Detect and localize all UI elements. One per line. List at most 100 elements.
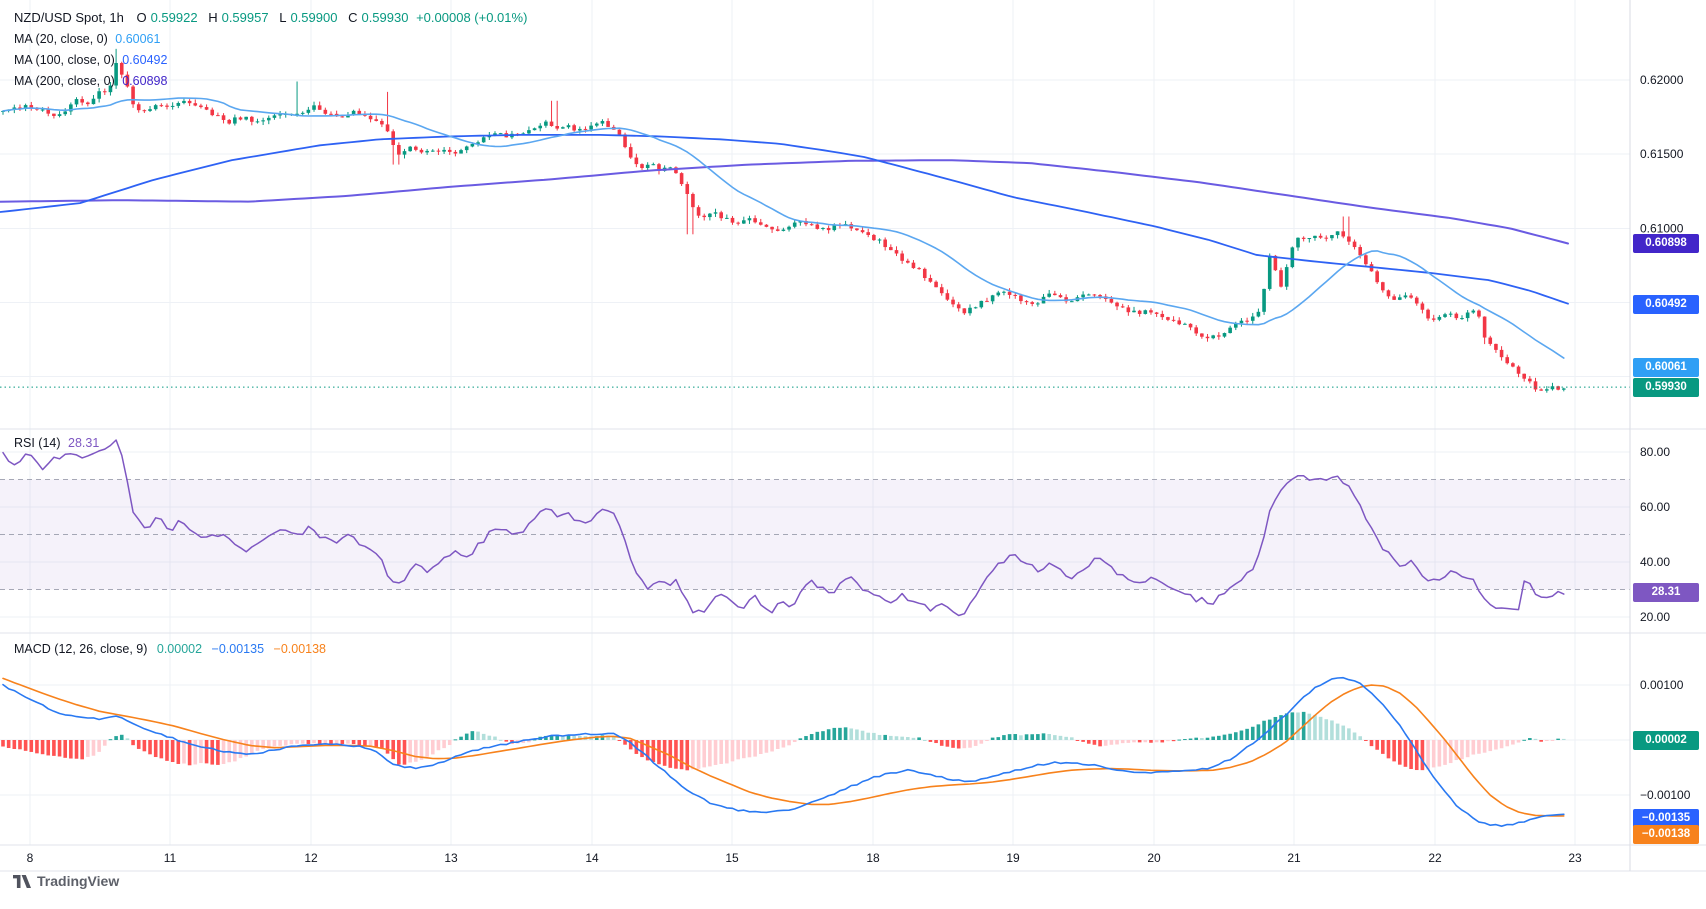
candle-body [86, 102, 90, 105]
candle-body [600, 121, 605, 124]
candle-body [1183, 323, 1187, 325]
candle-body [1137, 310, 1142, 314]
candle-body [900, 253, 904, 261]
macd-hist-bar [1522, 739, 1526, 741]
macd-hist-bar [1154, 740, 1159, 743]
candle-body [770, 226, 774, 230]
candle-body [1036, 303, 1040, 305]
candle-body [1098, 294, 1102, 297]
candle-body [1222, 333, 1227, 337]
candle-body [1053, 293, 1057, 296]
legend-ma20-row[interactable]: MA (20, close, 0) 0.60061 [14, 32, 160, 46]
macd-hist-bar [1364, 740, 1368, 741]
price-axis[interactable] [1630, 0, 1706, 871]
candle-body [453, 151, 458, 154]
candle-body [1171, 319, 1176, 321]
legend-symbol-row[interactable]: NZD/USD Spot, 1h O 0.59922 H 0.59957 L 0.59… [14, 10, 527, 25]
tradingview-logo[interactable]: TradingView [13, 873, 119, 889]
macd-hist-bar [1036, 734, 1040, 740]
candle-body [730, 217, 735, 223]
candle-body [685, 184, 690, 194]
macd-hist-bar [951, 740, 955, 748]
macd-hist-value: 0.00002 [156, 642, 203, 656]
macd-hist-bar [606, 735, 610, 740]
macd-hist-bar [702, 740, 707, 768]
candle-body [153, 105, 158, 110]
candle-body [1454, 313, 1459, 319]
candle-body [1064, 297, 1068, 302]
macd-hist-bar [979, 740, 984, 744]
candle-body [221, 115, 226, 120]
macd-hist-bar [804, 736, 808, 740]
candle-body [193, 103, 198, 106]
hist-badge: 0.00002 [1633, 730, 1699, 750]
ohlc-low-value: 0.59900 [290, 10, 338, 25]
legend-rsi-row[interactable]: RSI (14) 28.31 [14, 436, 99, 450]
macd-signal-value: −0.00138 [273, 642, 326, 656]
candle-body [555, 126, 559, 129]
macd-hist-bar [798, 738, 803, 740]
macd-hist-bar [696, 740, 701, 769]
macd-hist-bar [860, 730, 865, 740]
candle-body [1482, 316, 1487, 338]
macd-hist-bar [781, 740, 786, 748]
macd-hist-bar [114, 736, 118, 740]
rsi-line [2, 439, 1565, 617]
legend-macd-row[interactable]: MACD (12, 26, close, 9) 0.00002 −0.00135… [14, 642, 326, 656]
macd-hist-bar [956, 740, 961, 749]
macd-hist-bar [1465, 740, 1470, 758]
macd-hist-bar [1081, 740, 1085, 742]
price-tick-label: 0.62000 [1640, 73, 1684, 87]
candle-body [312, 105, 316, 110]
macd-hist-bar [300, 740, 305, 744]
macd-hist-bar [108, 739, 113, 741]
candle-body [544, 121, 548, 126]
macd-hist-bar [1188, 738, 1193, 740]
macd-badge: −0.00135 [1633, 808, 1699, 828]
macd-hist-bar [1019, 735, 1023, 740]
candle-body [645, 164, 650, 169]
legend-ma200-row[interactable]: MA (200, close, 0) 0.60898 [14, 74, 167, 88]
candle-body [233, 117, 237, 124]
candle-body [323, 109, 328, 114]
macd-hist-bar [809, 734, 814, 740]
candle-body [1047, 293, 1051, 297]
candle-body [1403, 295, 1408, 298]
macd-hist-bar [634, 740, 639, 754]
time-tick-label: 13 [444, 851, 458, 865]
candle-body [1019, 295, 1023, 302]
candle-body [278, 114, 282, 116]
candle-body [1013, 294, 1018, 296]
macd-hist-bar [29, 740, 34, 752]
macd-hist-bar [1177, 739, 1182, 741]
macd-hist-bar [1409, 740, 1413, 770]
candle-body [182, 100, 186, 104]
candle-body [1132, 310, 1136, 313]
candle-body [1364, 255, 1368, 265]
candle-body [1561, 388, 1566, 390]
candle-body [1420, 303, 1425, 310]
time-tick-label: 22 [1428, 851, 1442, 865]
macd-hist-bar [266, 740, 271, 749]
legend-ma100-row[interactable]: MA (100, close, 0) 0.60492 [14, 53, 167, 67]
macd-hist-bar [419, 740, 424, 760]
macd-hist-bar [52, 740, 56, 756]
macd-hist-bar [1437, 740, 1442, 767]
macd-hist-bar [1307, 713, 1312, 740]
macd-hist-bar [753, 740, 757, 757]
macd-hist-bar [346, 740, 350, 744]
macd-hist-bar [1064, 736, 1068, 740]
macd-hist-bar [1126, 740, 1131, 743]
candle-body [1115, 302, 1119, 307]
candle-body [1030, 302, 1035, 304]
candle-body [1318, 235, 1323, 238]
candle-body [617, 129, 622, 135]
ma200-value: 0.60898 [122, 74, 168, 88]
candle-body [764, 224, 769, 227]
candle-body [97, 91, 101, 99]
macd-hist-bar [1284, 713, 1289, 740]
candle-body [1024, 301, 1029, 303]
macd-hist-bar [238, 740, 243, 759]
